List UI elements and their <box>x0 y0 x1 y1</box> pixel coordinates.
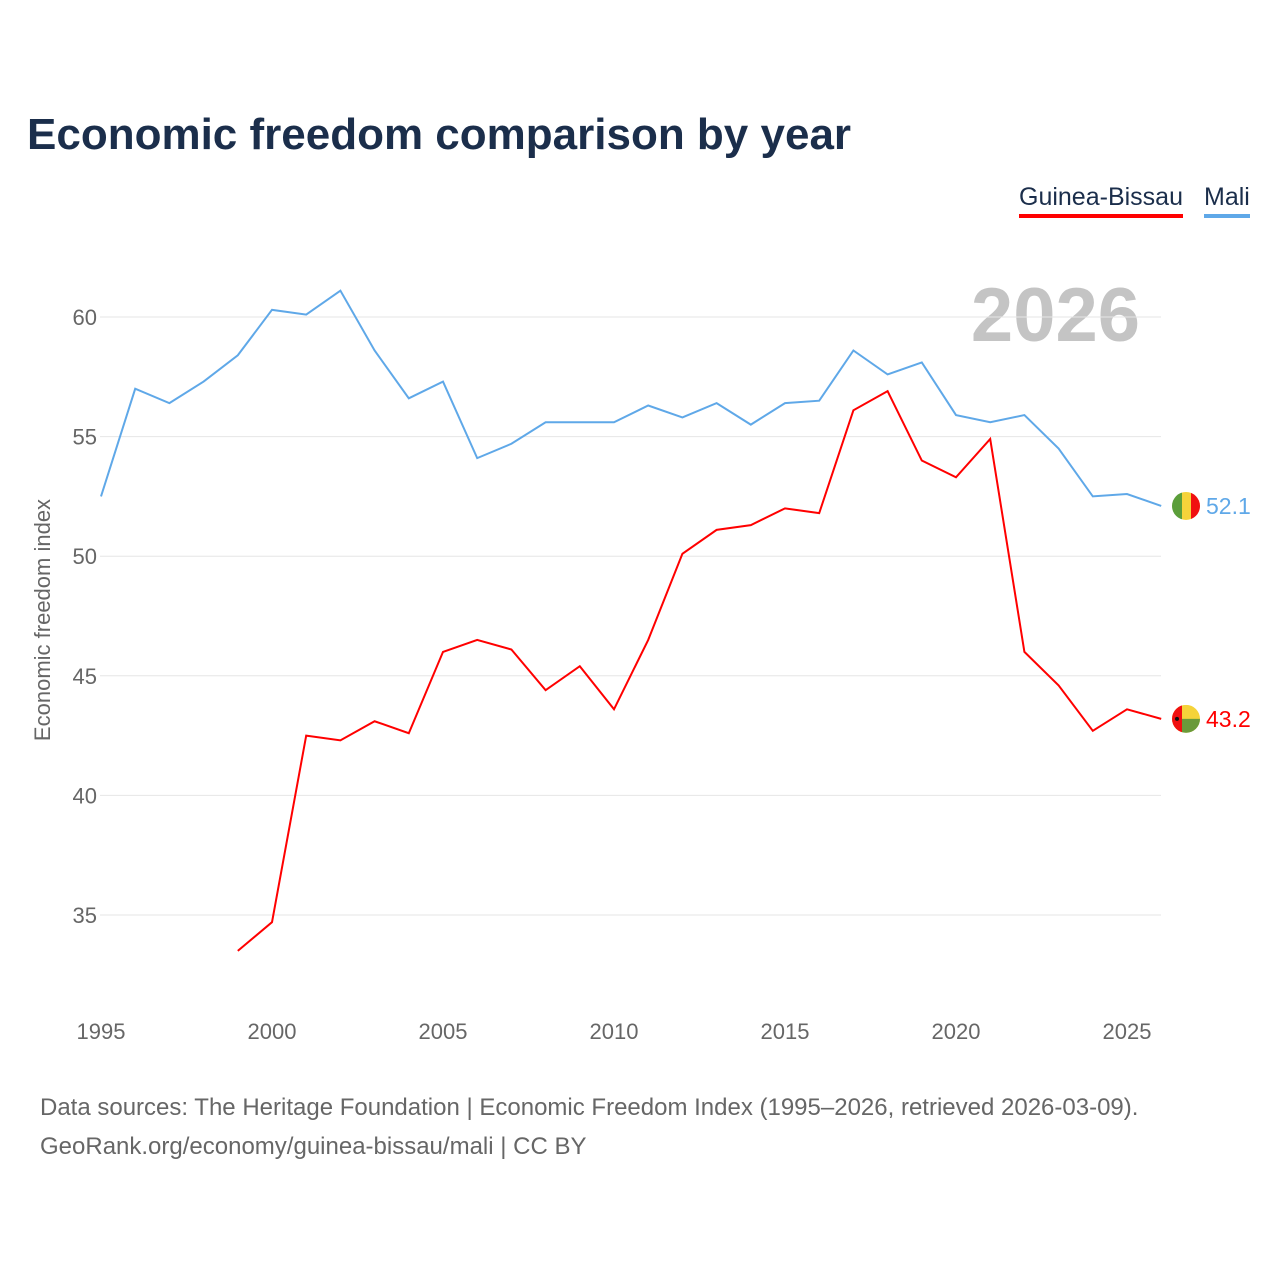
data-point-guinea-bissau <box>269 919 275 925</box>
data-point-guinea-bissau <box>474 637 480 643</box>
data-point-mali <box>645 403 651 409</box>
legend-mali[interactable]: Mali <box>1204 183 1250 218</box>
data-point-mali <box>885 371 891 377</box>
data-point-mali <box>508 441 514 447</box>
data-point-guinea-bissau <box>577 663 583 669</box>
x-tick-label: 2010 <box>590 1019 639 1044</box>
data-point-guinea-bissau <box>508 646 514 652</box>
data-point-mali <box>440 379 446 385</box>
year-watermark: 2026 <box>971 273 1140 358</box>
y-tick-label: 35 <box>73 903 97 928</box>
y-axis-label: Economic freedom index <box>30 499 55 741</box>
data-point-mali <box>132 386 138 392</box>
legend-guinea-bissau[interactable]: Guinea-Bissau <box>1019 183 1183 218</box>
source-note: Data sources: The Heritage Foundation | … <box>40 1088 1138 1166</box>
flag-guinea-bissau-icon <box>1172 704 1200 733</box>
source-line-2: GeoRank.org/economy/guinea-bissau/mali |… <box>40 1133 587 1160</box>
data-point-guinea-bissau <box>782 505 788 511</box>
x-tick-label: 2015 <box>761 1019 810 1044</box>
data-point-mali <box>1090 493 1096 499</box>
data-point-guinea-bissau <box>372 718 378 724</box>
data-point-guinea-bissau <box>987 436 993 442</box>
x-tick-label: 2020 <box>932 1019 981 1044</box>
flag-mali-icon <box>1172 491 1200 520</box>
source-line-1: Data sources: The Heritage Foundation | … <box>40 1094 1139 1121</box>
data-point-guinea-bissau <box>816 510 822 516</box>
data-point-mali <box>1056 446 1062 452</box>
data-point-mali <box>269 307 275 313</box>
data-point-mali <box>166 400 172 406</box>
data-point-mali <box>474 455 480 461</box>
data-point-guinea-bissau <box>543 687 549 693</box>
data-point-mali <box>987 419 993 425</box>
data-point-guinea-bissau <box>1090 728 1096 734</box>
data-point-guinea-bissau <box>303 733 309 739</box>
data-point-guinea-bissau <box>748 522 754 528</box>
data-point-mali <box>679 414 685 420</box>
data-point-guinea-bissau <box>1124 706 1130 712</box>
x-tick-label: 1995 <box>77 1019 126 1044</box>
y-tick-label: 60 <box>73 305 97 330</box>
data-point-mali <box>1158 503 1164 509</box>
data-point-guinea-bissau <box>953 474 959 480</box>
data-point-mali <box>816 398 822 404</box>
data-point-guinea-bissau <box>919 458 925 464</box>
data-point-mali <box>919 359 925 365</box>
data-point-guinea-bissau <box>850 407 856 413</box>
data-point-guinea-bissau <box>235 948 241 954</box>
data-point-mali <box>782 400 788 406</box>
y-tick-label: 55 <box>73 425 97 450</box>
data-point-mali <box>406 395 412 401</box>
data-point-mali <box>1021 412 1027 418</box>
data-point-mali <box>850 347 856 353</box>
data-point-guinea-bissau <box>406 730 412 736</box>
data-point-mali <box>372 347 378 353</box>
data-point-guinea-bissau <box>611 706 617 712</box>
data-point-mali <box>98 493 104 499</box>
data-point-guinea-bissau <box>1056 682 1062 688</box>
end-value-label-guinea-bissau: 43.2 <box>1206 706 1251 732</box>
data-point-mali <box>611 419 617 425</box>
data-point-guinea-bissau <box>1158 716 1164 722</box>
data-point-guinea-bissau <box>645 637 651 643</box>
series-line-guinea-bissau <box>237 389 1162 952</box>
y-tick-label: 40 <box>73 783 97 808</box>
data-point-guinea-bissau <box>714 527 720 533</box>
data-point-guinea-bissau <box>885 388 891 394</box>
data-point-mali <box>953 412 959 418</box>
series-line-mali <box>100 289 1162 507</box>
chart-title: Economic freedom comparison by year <box>27 110 852 159</box>
data-point-mali <box>201 379 207 385</box>
data-point-mali <box>235 352 241 358</box>
data-point-mali <box>577 419 583 425</box>
data-point-guinea-bissau <box>440 649 446 655</box>
x-tick-label: 2005 <box>419 1019 468 1044</box>
data-point-mali <box>337 288 343 294</box>
x-tick-label: 2025 <box>1103 1019 1152 1044</box>
x-tick-label: 2000 <box>248 1019 297 1044</box>
end-value-label-mali: 52.1 <box>1206 493 1251 519</box>
data-point-mali <box>303 312 309 318</box>
data-point-mali <box>543 419 549 425</box>
data-point-guinea-bissau <box>1021 649 1027 655</box>
data-point-guinea-bissau <box>337 737 343 743</box>
data-point-guinea-bissau <box>679 551 685 557</box>
y-tick-label: 45 <box>73 664 97 689</box>
data-point-mali <box>714 400 720 406</box>
data-point-mali <box>1124 491 1130 497</box>
y-tick-label: 50 <box>73 544 97 569</box>
data-point-mali <box>748 422 754 428</box>
